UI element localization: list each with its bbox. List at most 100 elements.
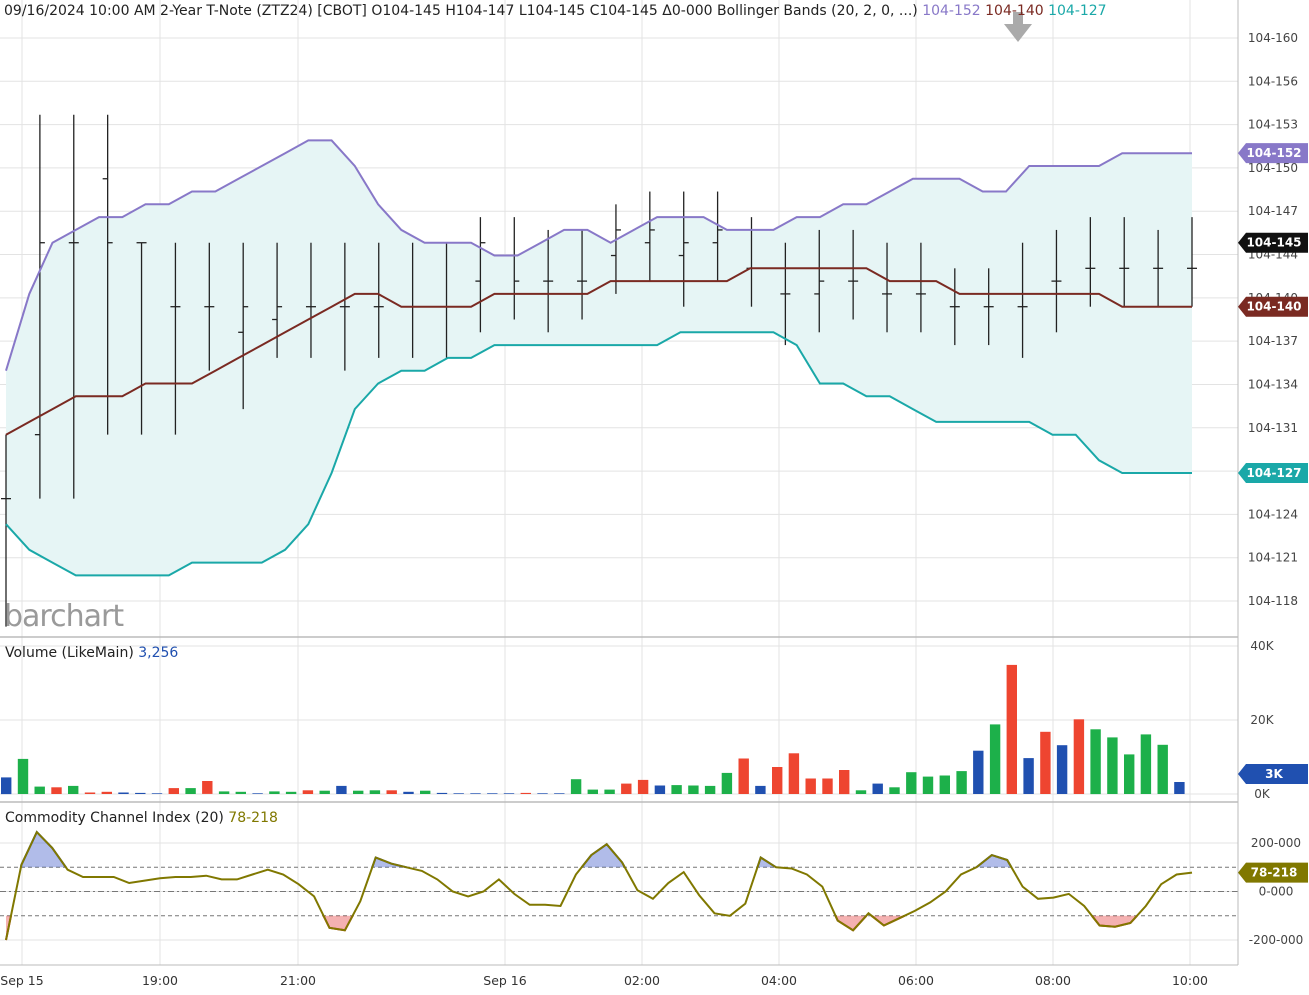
volume-bar	[135, 792, 146, 794]
volume-bar	[654, 785, 666, 794]
cci-overbought-fill	[581, 844, 625, 868]
cci-tag	[1238, 862, 1308, 883]
volume-bar	[956, 771, 967, 794]
middle-tag-label: 104-140	[1246, 300, 1301, 314]
cci-oversold-fill	[323, 915, 353, 931]
volume-bar	[1040, 731, 1051, 794]
volume-bar	[235, 791, 246, 794]
volume-value: 3,256	[138, 645, 179, 661]
volume-bar	[788, 753, 800, 794]
y-tick-label: 104-118	[1248, 594, 1298, 608]
volume-bar	[84, 792, 96, 794]
volume-bar	[202, 781, 213, 794]
bollinger-band-fill	[6, 140, 1192, 576]
volume-bar	[436, 792, 448, 794]
volume-bar	[906, 772, 917, 794]
x-tick-label: 02:00	[624, 973, 660, 988]
header-upper: 104-152	[922, 3, 981, 19]
upper-tag	[1238, 143, 1308, 164]
volume-bar	[386, 790, 397, 794]
volume-bar	[688, 785, 699, 794]
volume-bar	[872, 783, 883, 794]
volume-bar	[420, 790, 431, 794]
volume-bar	[1073, 719, 1085, 794]
volume-bar	[369, 790, 381, 794]
volume-bar	[1090, 729, 1101, 795]
upper-tag-label: 104-152	[1246, 146, 1301, 160]
cci-oversold-fill	[835, 915, 867, 931]
volume-bar	[470, 793, 481, 794]
volume-bar	[973, 750, 984, 794]
bollinger-middle-line	[5, 267, 1192, 436]
volume-bar	[537, 793, 548, 794]
volume-bar	[922, 776, 934, 794]
cci-overbought-fill	[20, 832, 66, 868]
volume-bar	[520, 792, 531, 794]
volume-bar	[1, 777, 12, 795]
y-tick-label: 104-124	[1248, 507, 1298, 521]
volume-bar	[889, 787, 900, 794]
chart-header: 09/16/2024 10:00 AM 2-Year T-Note (ZTZ24…	[4, 3, 1107, 19]
volume-bar	[51, 787, 62, 794]
bollinger-upper-line	[5, 139, 1192, 371]
volume-bar	[621, 783, 632, 794]
header-change: Δ0-000	[662, 3, 713, 19]
volume-tag-label: 3K	[1265, 767, 1283, 781]
cci-line	[0, 830, 1238, 941]
x-tick-label: 04:00	[761, 973, 797, 988]
volume-bars	[1, 664, 1185, 795]
lower-tag-label: 104-127	[1246, 466, 1301, 480]
volume-bar	[1056, 745, 1068, 794]
volume-bar	[1124, 754, 1135, 794]
cci-overbought-fill	[976, 855, 1012, 868]
volume-bar	[269, 791, 280, 794]
volume-bar	[939, 775, 950, 794]
watermark: barchart	[4, 599, 124, 634]
header-middle: 104-140	[985, 3, 1044, 19]
volume-bar	[755, 785, 766, 794]
price-tags: 104-152 104-145 104-140 104-127 3K 78-218	[1238, 143, 1308, 883]
volume-bar	[68, 785, 79, 794]
volume-bar	[503, 793, 515, 794]
volume-bar	[336, 785, 347, 794]
volume-bar	[989, 724, 1001, 794]
band-area	[6, 140, 1192, 576]
cci-oversold-fill	[871, 915, 905, 926]
volume-bar	[822, 778, 833, 794]
bollinger-lower-line	[5, 331, 1192, 577]
volume-bar	[1157, 744, 1168, 794]
volume-bar	[1140, 734, 1152, 794]
y-tick-label: 104-147	[1248, 204, 1298, 218]
cci-tick-label: 0-000	[1259, 885, 1294, 899]
volume-bar	[34, 786, 45, 794]
volume-bar	[302, 790, 314, 794]
volume-bar	[855, 790, 867, 794]
volume-bar	[118, 792, 129, 794]
volume-tick-label: 40K	[1250, 639, 1274, 653]
volume-bar	[403, 791, 414, 794]
cci-title: Commodity Channel Index (20)	[5, 810, 224, 826]
volume-bar	[353, 790, 364, 794]
volume-bar	[570, 779, 582, 794]
volume-bar	[604, 789, 615, 794]
y-tick-label: 104-153	[1248, 118, 1298, 132]
cci-line-path	[5, 830, 1193, 941]
volume-bar	[772, 767, 783, 794]
volume-bar	[805, 778, 816, 794]
header-high: H104-147	[445, 3, 515, 19]
volume-tag	[1238, 763, 1308, 784]
volume-bar	[487, 793, 498, 794]
volume-bar	[738, 758, 749, 794]
x-tick-label: 08:00	[1035, 973, 1071, 988]
close-tag-label: 104-145	[1246, 236, 1301, 250]
volume-bar	[453, 793, 464, 794]
volume-bar	[554, 793, 565, 794]
volume-bar	[17, 758, 29, 794]
volume-bar	[101, 791, 112, 794]
header-close: C104-145	[589, 3, 658, 19]
volume-tick-label: 20K	[1250, 713, 1274, 727]
close-tag	[1238, 232, 1308, 253]
lower-tag	[1238, 463, 1308, 484]
cci-panel-title: Commodity Channel Index (20) 78-218	[5, 810, 278, 826]
